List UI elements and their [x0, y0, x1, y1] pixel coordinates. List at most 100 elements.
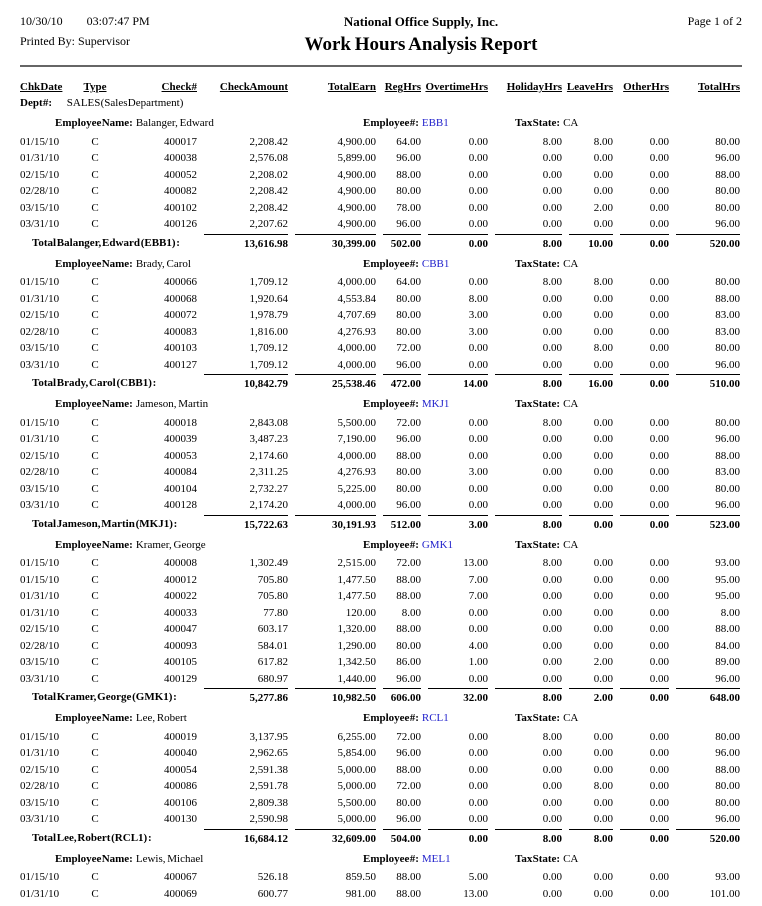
cell-reg-hrs: 80.00	[396, 325, 421, 338]
employee-total-label: Total Kramer, George (GMK1) :	[32, 691, 177, 703]
cell-other-hrs: 0.00	[649, 449, 669, 462]
cell-check-num: 400054	[164, 763, 197, 776]
cell-chk-date: 03/15/10	[20, 482, 60, 495]
cell-check-amount: 584.01	[257, 639, 288, 652]
cell-leave-hrs: 8.00	[593, 276, 613, 288]
cell-type: C	[91, 201, 99, 214]
cell-type: C	[91, 623, 99, 635]
column-header-leave-hrs: Leave Hrs	[562, 79, 613, 95]
cell-check-amount: 2,809.38	[249, 796, 289, 809]
employee-total-label: Total Lee, Robert (RCL1) :	[32, 831, 152, 844]
cell-other-hrs: 0.00	[649, 639, 669, 652]
cell-check-num: 400012	[164, 573, 197, 586]
cell-reg-hrs: 88.00	[396, 871, 421, 883]
tax-state-value: CA	[563, 538, 579, 551]
cell-total-hrs: 88.00	[715, 623, 740, 635]
employee-number-value[interactable]: MEL1	[421, 852, 451, 865]
cell-type: C	[91, 747, 99, 759]
employee-number-label: Employee #:	[363, 257, 419, 270]
cell-total-hrs: 80.00	[715, 482, 740, 495]
cell-reg-hrs: 96.00	[396, 499, 421, 511]
tax-state-value: CA	[563, 257, 579, 270]
column-header-label: Check Amount	[219, 81, 288, 93]
employee-total-label: Total Jameson, Martin (MKJ1) :	[32, 517, 178, 530]
cell-leave-hrs: 0.00	[593, 730, 613, 743]
column-header-label: Type	[83, 81, 107, 93]
cell-holiday-hrs: 0.00	[542, 887, 562, 900]
employee-name-value: Lewis, Michael	[135, 852, 204, 865]
cell-check-amount: 1,978.79	[249, 309, 289, 321]
employee-number-group: Employee #: GMK1	[363, 539, 453, 551]
cell-total-hrs: 80.00	[715, 796, 740, 809]
employee-number-value[interactable]: CBB1	[421, 257, 450, 270]
total-total-hrs: 523.00	[676, 514, 740, 534]
cell-check-amount: 1,709.12	[249, 358, 289, 371]
employee-number-value[interactable]: EBB1	[421, 117, 449, 129]
cell-other-hrs: 0.00	[649, 135, 669, 148]
cell-check-num: 400039	[164, 433, 197, 445]
cell-total-hrs: 88.00	[715, 168, 740, 181]
cell-total-earn: 5,899.00	[337, 152, 377, 164]
printed-by-label: Printed By:	[20, 34, 76, 48]
cell-other-hrs: 0.00	[649, 887, 669, 900]
cell-overtime-hrs: 0.00	[468, 168, 488, 181]
employee-section: Employee Name: Lewis, Michael Employee #: M…	[20, 853, 742, 903]
cell-holiday-hrs: 0.00	[542, 309, 562, 321]
cell-total-earn: 4,900.00	[337, 201, 377, 214]
cell-check-num: 400084	[164, 466, 197, 478]
cell-other-hrs: 0.00	[649, 292, 669, 305]
cell-other-hrs: 0.00	[649, 168, 669, 181]
total-check-amount: 13,616.98	[204, 233, 288, 253]
cell-chk-date: 01/31/10	[20, 152, 60, 164]
cell-total-hrs: 80.00	[715, 342, 740, 354]
cell-overtime-hrs: 0.00	[468, 796, 488, 809]
pay-row: 01/31/10 C 400038 2,576.08 5,899.00 96.00 0.00…	[20, 150, 740, 167]
tax-state-group: Tax State: CA	[515, 258, 578, 270]
cell-check-num: 400067	[164, 871, 197, 883]
total-reg-hrs: 502.00	[383, 233, 421, 253]
cell-total-hrs: 84.00	[715, 639, 740, 652]
cell-total-hrs: 96.00	[715, 433, 740, 445]
cell-holiday-hrs: 0.00	[542, 152, 562, 164]
cell-reg-hrs: 64.00	[396, 276, 421, 288]
tax-state-label: Tax State:	[515, 257, 561, 270]
cell-chk-date: 03/15/10	[20, 201, 60, 214]
cell-chk-date: 03/31/10	[20, 672, 60, 685]
cell-overtime-hrs: 3.00	[468, 466, 488, 478]
pay-row: 03/15/10 C 400102 2,208.42 4,900.00 78.00 0.00…	[20, 200, 740, 217]
cell-total-earn: 4,000.00	[337, 358, 377, 371]
employee-number-value[interactable]: MKJ1	[421, 398, 450, 410]
pay-row: 03/31/10 C 400128 2,174.20 4,000.00 96.00 0.00…	[20, 497, 740, 514]
employee-number-value[interactable]: RCL1	[421, 712, 449, 724]
employee-name-label: Employee Name:	[55, 712, 133, 724]
total-holiday-hrs: 8.00	[495, 514, 562, 534]
cell-reg-hrs: 8.00	[401, 606, 421, 619]
cell-chk-date: 01/31/10	[20, 292, 60, 305]
cell-check-amount: 617.82	[257, 656, 288, 668]
cell-leave-hrs: 2.00	[593, 201, 613, 214]
cell-leave-hrs: 8.00	[593, 780, 613, 792]
pay-row: 03/31/10 C 400127 1,709.12 4,000.00 96.00 0.00…	[20, 357, 740, 374]
cell-overtime-hrs: 0.00	[468, 276, 488, 288]
cell-reg-hrs: 80.00	[396, 185, 421, 197]
cell-type: C	[91, 342, 99, 354]
cell-check-amount: 2,576.08	[249, 152, 289, 164]
cell-reg-hrs: 72.00	[396, 730, 421, 743]
cell-overtime-hrs: 4.00	[468, 639, 488, 652]
cell-reg-hrs: 80.00	[396, 482, 421, 495]
cell-leave-hrs: 0.00	[593, 623, 613, 635]
cell-total-earn: 1,342.50	[337, 656, 377, 668]
cell-total-hrs: 83.00	[715, 466, 740, 478]
employee-number-value[interactable]: GMK1	[421, 538, 454, 551]
cell-reg-hrs: 96.00	[396, 152, 421, 164]
pay-row: 03/15/10 C 400103 1,709.12 4,000.00 72.00 0.00…	[20, 340, 740, 357]
employee-name-label: Employee Name:	[55, 117, 133, 129]
employee-section: Employee Name: Balanger, Edward Employee #…	[20, 117, 742, 253]
pay-row: 03/15/10 C 400106 2,809.38 5,500.00 80.00 0.00…	[20, 795, 740, 812]
cell-leave-hrs: 0.00	[593, 309, 613, 321]
cell-holiday-hrs: 0.00	[542, 813, 562, 825]
employee-number-label: Employee #:	[363, 852, 419, 865]
printed-by-value: Supervisor	[78, 34, 131, 48]
tax-state-label: Tax State:	[515, 538, 561, 551]
cell-check-num: 400038	[164, 152, 197, 164]
